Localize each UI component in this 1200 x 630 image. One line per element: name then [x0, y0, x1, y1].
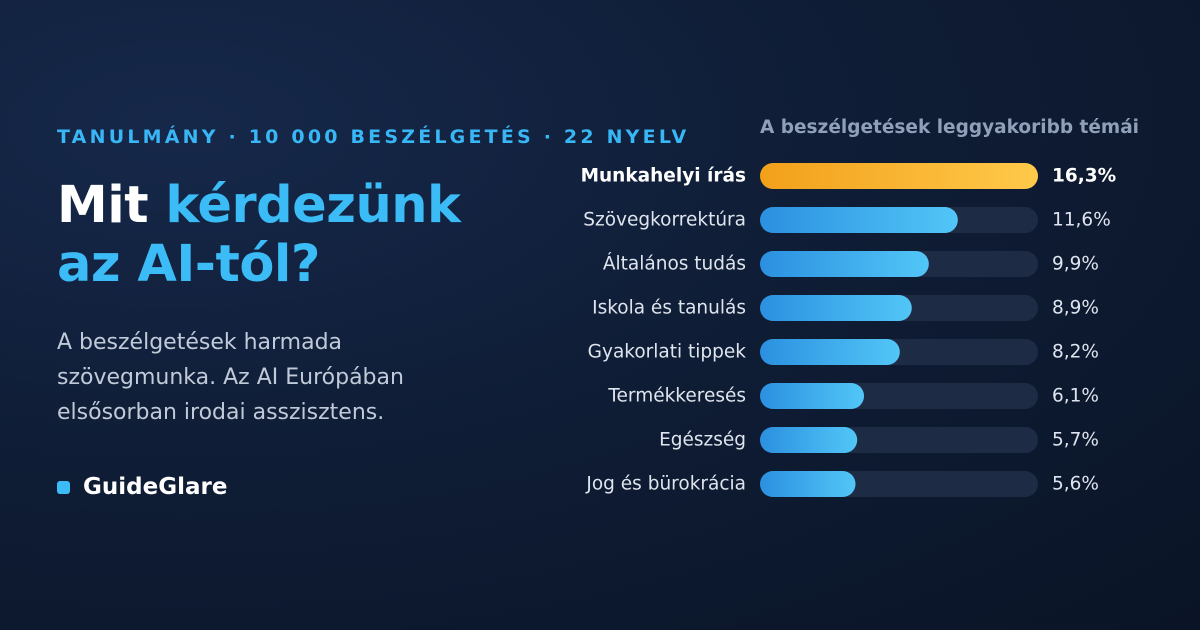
- title-accent-1: kérdezünk: [165, 176, 461, 235]
- bar: [760, 251, 929, 277]
- bar: [760, 163, 1038, 189]
- page-title: Mit kérdezünk az AI-tól?: [57, 176, 461, 294]
- bar-value-label: 5,7%: [1052, 430, 1099, 451]
- bar: [760, 427, 858, 453]
- bar-value-label: 8,2%: [1052, 342, 1099, 363]
- eyebrow-text: TANULMÁNY · 10 000 BESZÉLGETÉS · 22 NYEL…: [57, 126, 690, 148]
- bar-label: Gyakorlati tippek: [588, 342, 747, 363]
- brand: GuideGlare: [57, 474, 227, 500]
- bar-value-label: 5,6%: [1052, 474, 1099, 495]
- bar-value-label: 16,3%: [1052, 166, 1116, 187]
- bar: [760, 295, 912, 321]
- chart-title: A beszélgetések leggyakoribb témái: [760, 117, 1140, 138]
- bar-label: Iskola és tanulás: [592, 298, 746, 319]
- bar-label: Jog és bürokrácia: [585, 474, 746, 495]
- lead-paragraph: A beszélgetések harmada szövegmunka. Az …: [57, 330, 404, 425]
- bar-label: Általános tudás: [603, 253, 746, 275]
- title-accent-2: az AI-tól?: [57, 235, 320, 294]
- bar-label: Egészség: [659, 430, 746, 451]
- bar-value-label: 6,1%: [1052, 386, 1099, 407]
- bar-label: Szövegkorrektúra: [583, 210, 746, 231]
- bar: [760, 383, 865, 409]
- bar: [760, 207, 958, 233]
- bar-value-label: 11,6%: [1052, 210, 1111, 231]
- bar-label: Termékkeresés: [607, 386, 746, 407]
- bar: [760, 471, 856, 497]
- bar-label: Munkahelyi írás: [581, 166, 746, 187]
- title-part-1: Mit: [57, 176, 166, 235]
- bar: [760, 339, 900, 365]
- brand-square-icon: [57, 480, 70, 494]
- brand-name: GuideGlare: [83, 474, 228, 500]
- bar-value-label: 9,9%: [1052, 254, 1099, 275]
- bar-value-label: 8,9%: [1052, 298, 1099, 319]
